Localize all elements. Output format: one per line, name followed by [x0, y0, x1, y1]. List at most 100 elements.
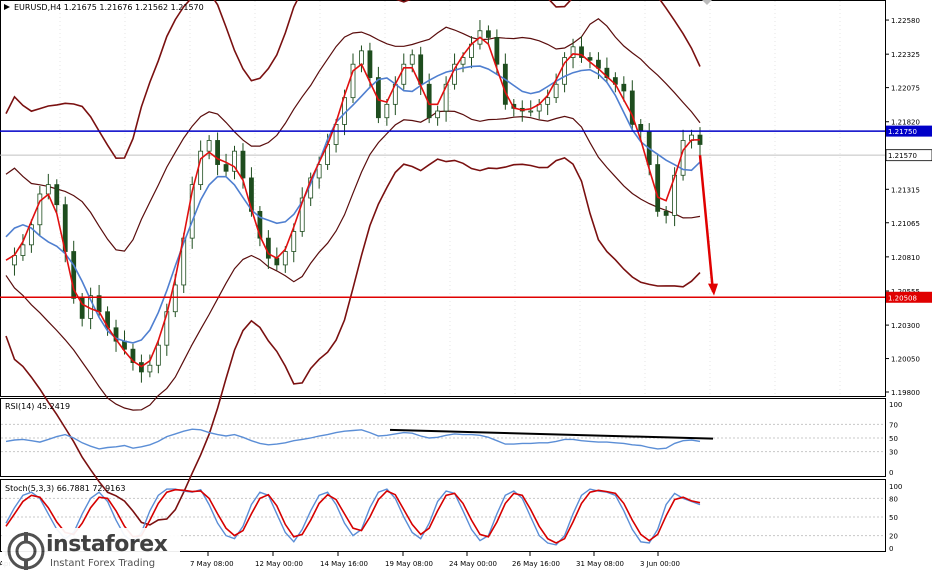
time-tick-label: 7 May 08:00	[190, 560, 234, 568]
arrow-head-icon	[708, 283, 718, 296]
resistance-price-tag: 1.21750	[886, 125, 932, 137]
stoch-gridlines	[1, 497, 885, 537]
price-gridlines	[0, 1, 885, 396]
time-tick-label: 12 May 00:00	[255, 560, 303, 568]
stoch-pane[interactable]	[0, 479, 886, 552]
candle-body	[198, 150, 204, 186]
candle-body	[553, 83, 559, 99]
chart-corner-marker-icon	[4, 4, 10, 10]
candle-body	[45, 184, 51, 195]
bollinger-upper-band	[5, 0, 701, 160]
candle-body	[359, 50, 364, 65]
candle-body	[189, 184, 195, 239]
candle-body	[20, 244, 26, 256]
candle-body	[113, 327, 119, 342]
candle-body	[28, 224, 34, 246]
instaforex-logo-icon	[7, 532, 45, 570]
candle-body	[257, 210, 263, 239]
candle-body	[579, 46, 584, 58]
candle-body	[401, 63, 407, 85]
candle-body	[282, 251, 288, 266]
svg-text:1.20508: 1.20508	[888, 294, 917, 302]
rsi-tick-label: 0	[889, 469, 893, 477]
candle-body	[443, 83, 449, 112]
candle-body	[418, 54, 424, 85]
candle-body	[621, 83, 627, 92]
candle-body	[528, 110, 534, 113]
moving-average-lines	[5, 36, 701, 368]
candle-body	[172, 284, 178, 313]
stoch-signal-line	[5, 488, 701, 544]
candle-body	[638, 124, 644, 132]
rsi-gridlines	[1, 423, 885, 453]
candle-body	[570, 46, 576, 58]
projection-arrow	[698, 155, 718, 296]
time-tick-label: 24 May 00:00	[449, 560, 497, 568]
stoch-tick-label: 100	[889, 483, 902, 491]
rsi-tick-label: 50	[889, 435, 898, 443]
price-tick-label: 1.19800	[891, 389, 920, 397]
candle-body	[215, 140, 220, 165]
bollinger-lower-band	[5, 157, 701, 526]
slow-moving-average	[5, 65, 701, 344]
candle-body	[12, 255, 17, 266]
rsi-tick-label: 100	[889, 401, 902, 409]
brand-logo: instaforex Instant Forex Trading	[2, 528, 180, 574]
price-tick-label: 1.21065	[891, 220, 920, 228]
candle-body	[155, 344, 161, 366]
candle-body	[232, 150, 237, 172]
candle-body	[240, 150, 246, 179]
candle-body	[299, 197, 305, 232]
candle-body	[316, 164, 322, 179]
price-tick-label: 1.20810	[891, 254, 920, 262]
candle-body	[435, 110, 441, 119]
candle-body	[367, 50, 373, 78]
candle-body	[54, 184, 60, 206]
candle-body	[96, 295, 102, 313]
candle-body	[130, 348, 136, 363]
candle-body	[375, 77, 381, 119]
candle-body	[79, 297, 85, 319]
candle-body	[655, 164, 661, 212]
svg-text:1.21750: 1.21750	[888, 128, 917, 136]
brand-tagline: Instant Forex Trading	[50, 558, 156, 569]
candle-body	[291, 231, 297, 252]
rsi-tick-label: 70	[889, 421, 898, 429]
candle-body	[494, 37, 500, 65]
candle-body	[147, 364, 153, 373]
time-tick-label: 26 May 16:00	[512, 560, 560, 568]
candle-body	[206, 140, 212, 152]
rsi-line	[5, 428, 701, 450]
bollinger-outer-bands	[5, 0, 701, 526]
candle-body	[562, 57, 567, 85]
support-price-tag: 1.20508	[886, 291, 932, 303]
candle-body	[223, 164, 229, 172]
stoch-axis: 100 80 50 20 0	[889, 483, 902, 553]
price-tick-label: 1.22075	[891, 85, 920, 93]
time-tick-label: 3 Jun 00:00	[640, 560, 680, 568]
rsi-pane[interactable]	[0, 398, 886, 477]
candle-body	[663, 210, 669, 216]
candle-body	[350, 63, 356, 99]
price-tick-label: 1.20300	[891, 322, 920, 330]
candle-body	[545, 97, 551, 105]
price-chart-title: EURUSD,H4 1.21675 1.21676 1.21562 1.2157…	[14, 3, 204, 12]
rsi-trendline	[389, 428, 714, 440]
bollinger-inner-bands	[5, 18, 701, 411]
rsi-title: RSI(14) 45.2419	[5, 402, 70, 411]
candle-body	[502, 63, 508, 105]
price-tick-label: 1.21820	[891, 119, 920, 127]
stoch-tick-label: 80	[889, 495, 898, 503]
candle-body	[587, 57, 593, 61]
stoch-tick-label: 0	[889, 545, 893, 553]
price-pane[interactable]	[0, 0, 886, 397]
svg-text:1.21570: 1.21570	[888, 152, 917, 160]
candle-body	[37, 193, 43, 226]
rsi-tick-label: 30	[889, 449, 898, 457]
projection-line	[698, 155, 715, 292]
candle-body	[71, 251, 77, 299]
candle-body	[384, 103, 390, 119]
stoch-tick-label: 20	[889, 533, 898, 541]
rsi-series	[5, 428, 701, 450]
